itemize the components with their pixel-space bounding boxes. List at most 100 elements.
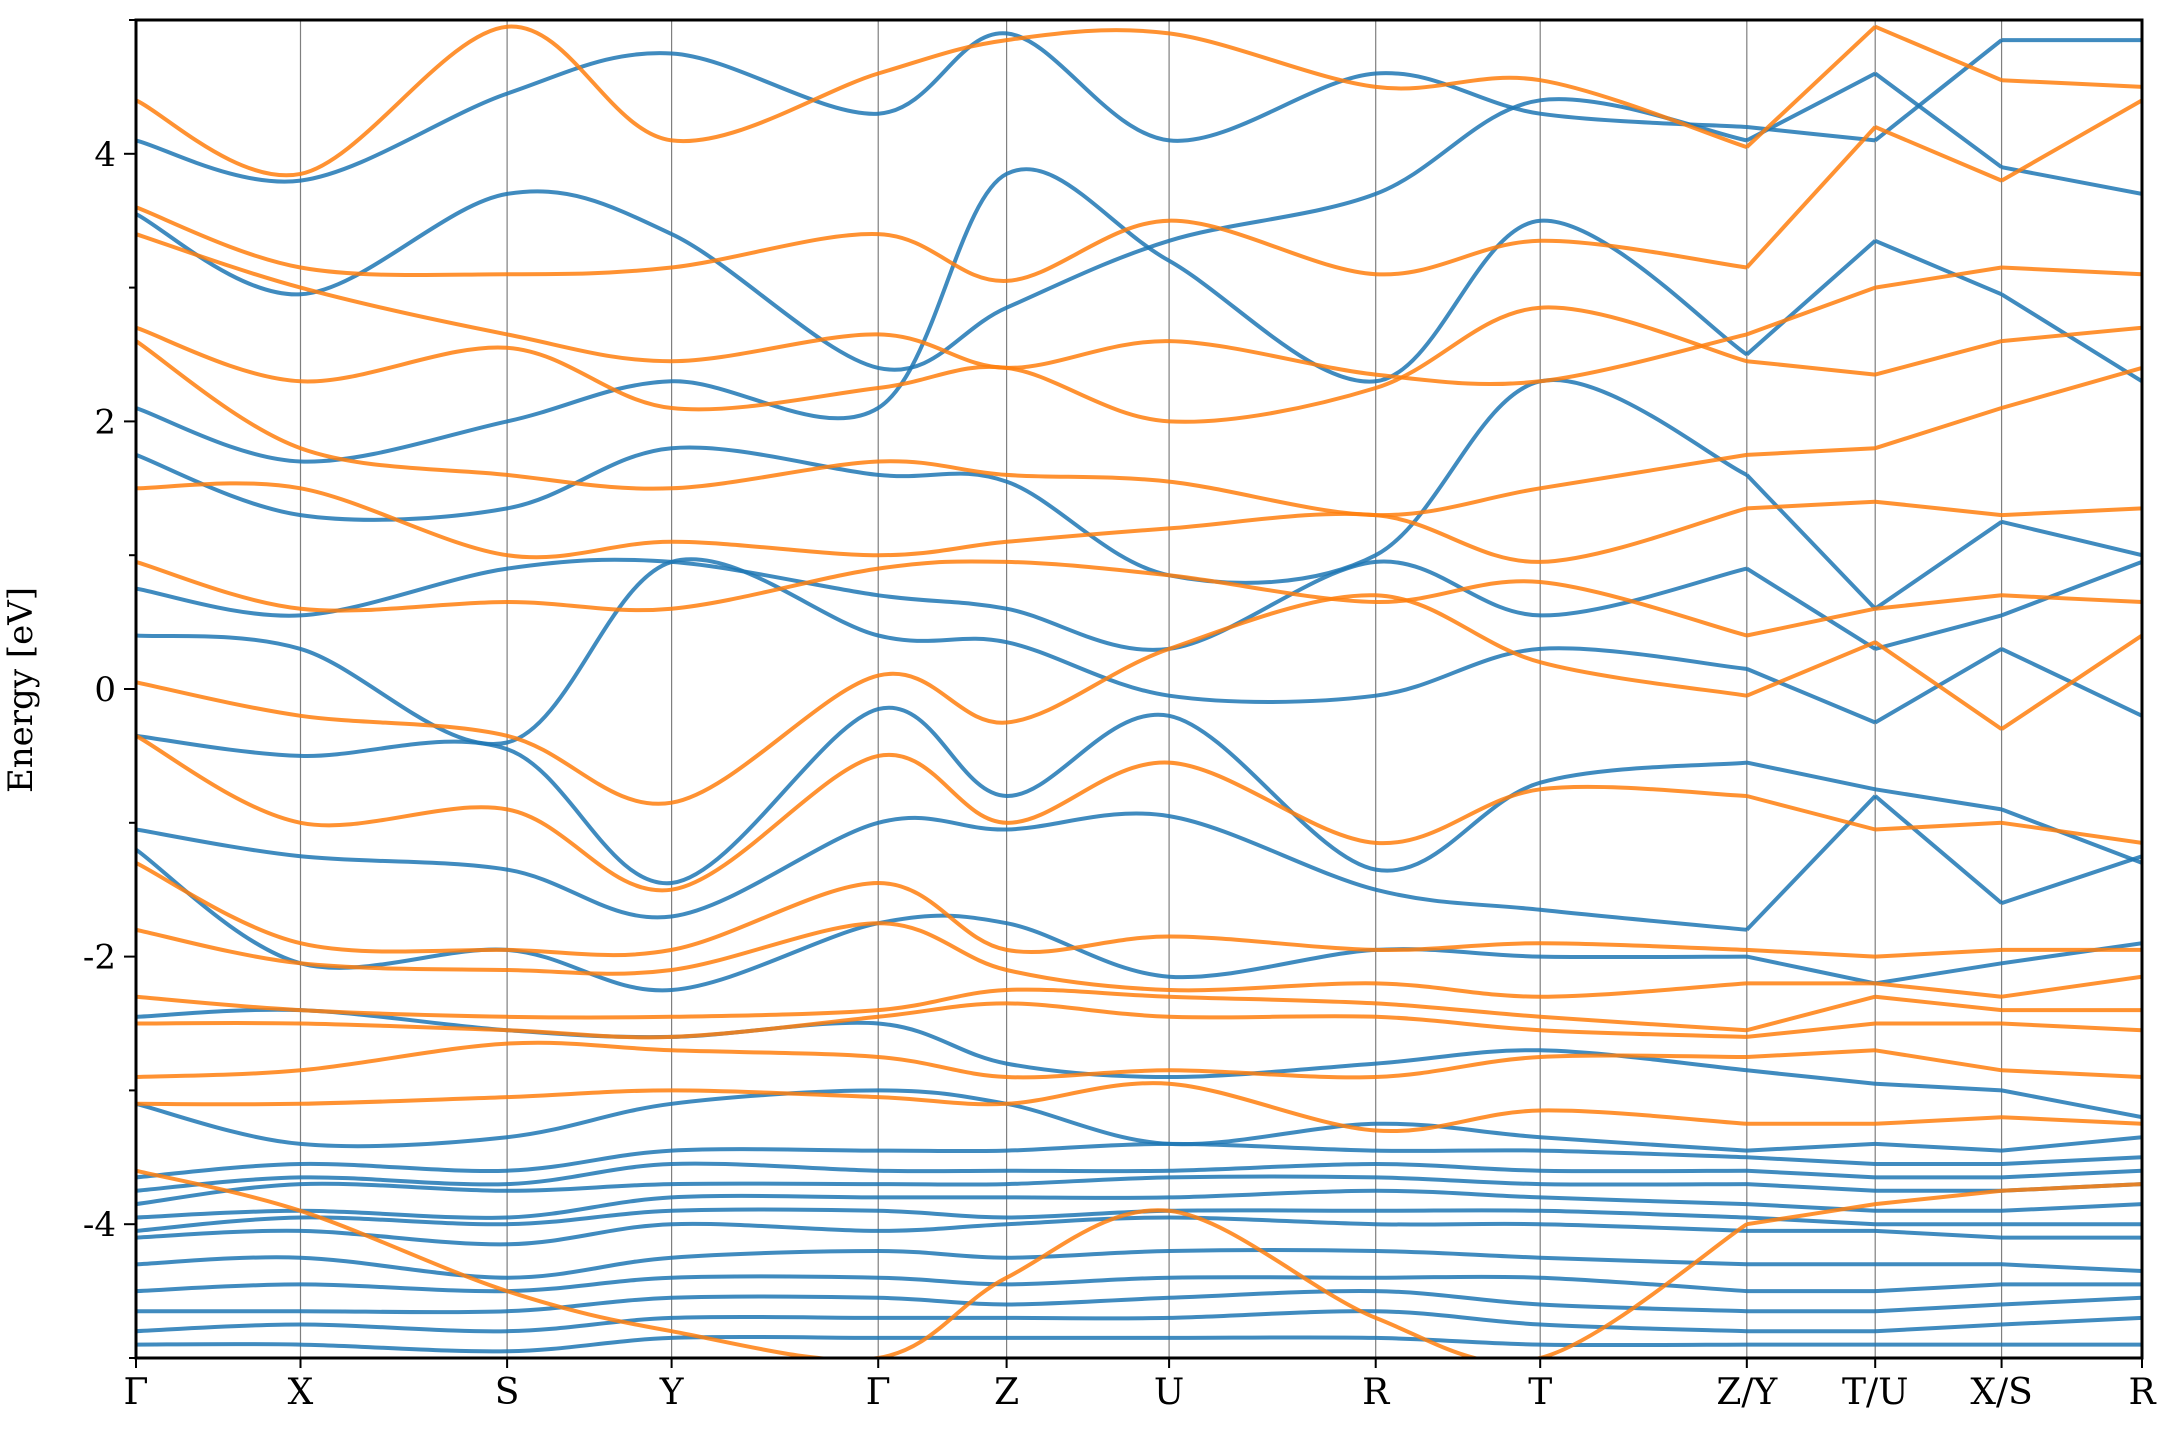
band-line [136, 1088, 1747, 1153]
band-line [1875, 1081, 2002, 1093]
band-line [2001, 941, 2142, 966]
band-line [2001, 165, 2142, 196]
band-line [1874, 406, 2003, 451]
band-line [2001, 265, 2142, 277]
band-line [136, 1334, 1747, 1354]
x-tick-label: U [1154, 1372, 1184, 1413]
band-line [1874, 265, 2002, 290]
band-line [1874, 994, 2002, 1013]
band-line [1874, 787, 2002, 812]
band-line [1746, 1155, 1876, 1166]
band-line [2001, 1182, 2142, 1193]
y-axis-label: Energy [eV] [1, 587, 41, 793]
band-line [2001, 1021, 2142, 1033]
band-line [2000, 560, 2142, 618]
band-line [136, 734, 1747, 893]
band-line [136, 1288, 1747, 1315]
band-line [1746, 794, 1876, 832]
band-line [2001, 506, 2142, 518]
band-line [1746, 994, 1876, 1033]
band-line [136, 205, 1748, 283]
x-tick-label: S [495, 1372, 520, 1413]
band-line [1745, 794, 1877, 932]
band-line [1875, 1282, 2002, 1294]
band-line [1875, 1115, 2002, 1126]
band-line [136, 481, 1748, 564]
band-line [136, 987, 1747, 1033]
band-line [136, 1141, 1747, 1180]
band-line [136, 339, 1748, 518]
band-line [136, 24, 1748, 178]
band-line [2001, 820, 2142, 845]
band-line [1746, 947, 1876, 959]
band-line [136, 1274, 1747, 1294]
band-line [1874, 640, 2003, 731]
y-tick-label: 0 [94, 670, 116, 710]
band-line [136, 1215, 1747, 1247]
y-tick-label: 4 [94, 135, 116, 175]
band-line [136, 167, 1748, 464]
bands [136, 24, 2142, 1358]
band-line [1746, 1068, 1876, 1086]
band-line [136, 1207, 1747, 1233]
band-line [1746, 499, 1876, 511]
band-line [1875, 1228, 2002, 1240]
band-line [2001, 1295, 2142, 1307]
band-line [1746, 285, 1876, 337]
band-line [1874, 71, 2003, 169]
x-tick-label: Γ [124, 1372, 149, 1413]
band-line [136, 31, 1747, 184]
band-line [1746, 359, 1876, 377]
x-tick-label: R [1362, 1372, 1390, 1413]
band-line [2001, 1315, 2142, 1327]
band-line [1875, 947, 2002, 959]
band-line [1746, 667, 1876, 725]
band-line [136, 593, 1748, 806]
band-line [2001, 1155, 2142, 1166]
band-line [2001, 1262, 2142, 1273]
band-line [136, 1007, 1747, 1079]
band-line [1875, 1141, 2002, 1153]
band-line [136, 377, 1748, 585]
band-line [2001, 1135, 2142, 1153]
band-line [136, 847, 1747, 993]
band-line [1746, 1048, 1876, 1059]
band-line [2001, 78, 2142, 89]
band-line [1874, 593, 2002, 611]
band-line [1874, 339, 2003, 377]
band-line [136, 1174, 1747, 1207]
band-line [1874, 499, 2002, 518]
band-line [1874, 24, 2003, 83]
band-line [1874, 613, 2003, 651]
band-line [1874, 238, 2003, 297]
band-line [2001, 974, 2142, 999]
band-line [1873, 794, 2003, 905]
band-line [136, 1188, 1747, 1220]
x-tick-label: Y [659, 1372, 685, 1413]
y-tick-label: -4 [83, 1205, 116, 1245]
band-line [1746, 760, 1876, 792]
band-line [136, 705, 1747, 886]
band-line [1746, 1202, 1876, 1213]
band-line [2000, 292, 2142, 384]
band-line [1746, 1215, 1876, 1227]
band-line [2000, 633, 2142, 731]
band-line [1875, 1322, 2002, 1334]
band-line [2001, 1068, 2142, 1079]
band-line [2001, 1202, 2142, 1213]
x-tick-label: T [1528, 1372, 1552, 1413]
band-line [1745, 25, 1877, 149]
band-line [2001, 1168, 2142, 1180]
band-line [136, 305, 1748, 424]
band-line [1874, 1048, 2002, 1073]
band-line [2001, 1115, 2142, 1126]
band-line [2001, 1088, 2142, 1120]
x-tick-label: X [288, 1372, 314, 1413]
band-line [1746, 1202, 1876, 1227]
band-line [136, 1001, 1747, 1040]
x-ticks: Γ X S Y Γ Z U R T Z/Y T/U X/S R [124, 1358, 2156, 1413]
band-line [1874, 981, 2002, 999]
x-tick-label: Γ [866, 1372, 891, 1413]
